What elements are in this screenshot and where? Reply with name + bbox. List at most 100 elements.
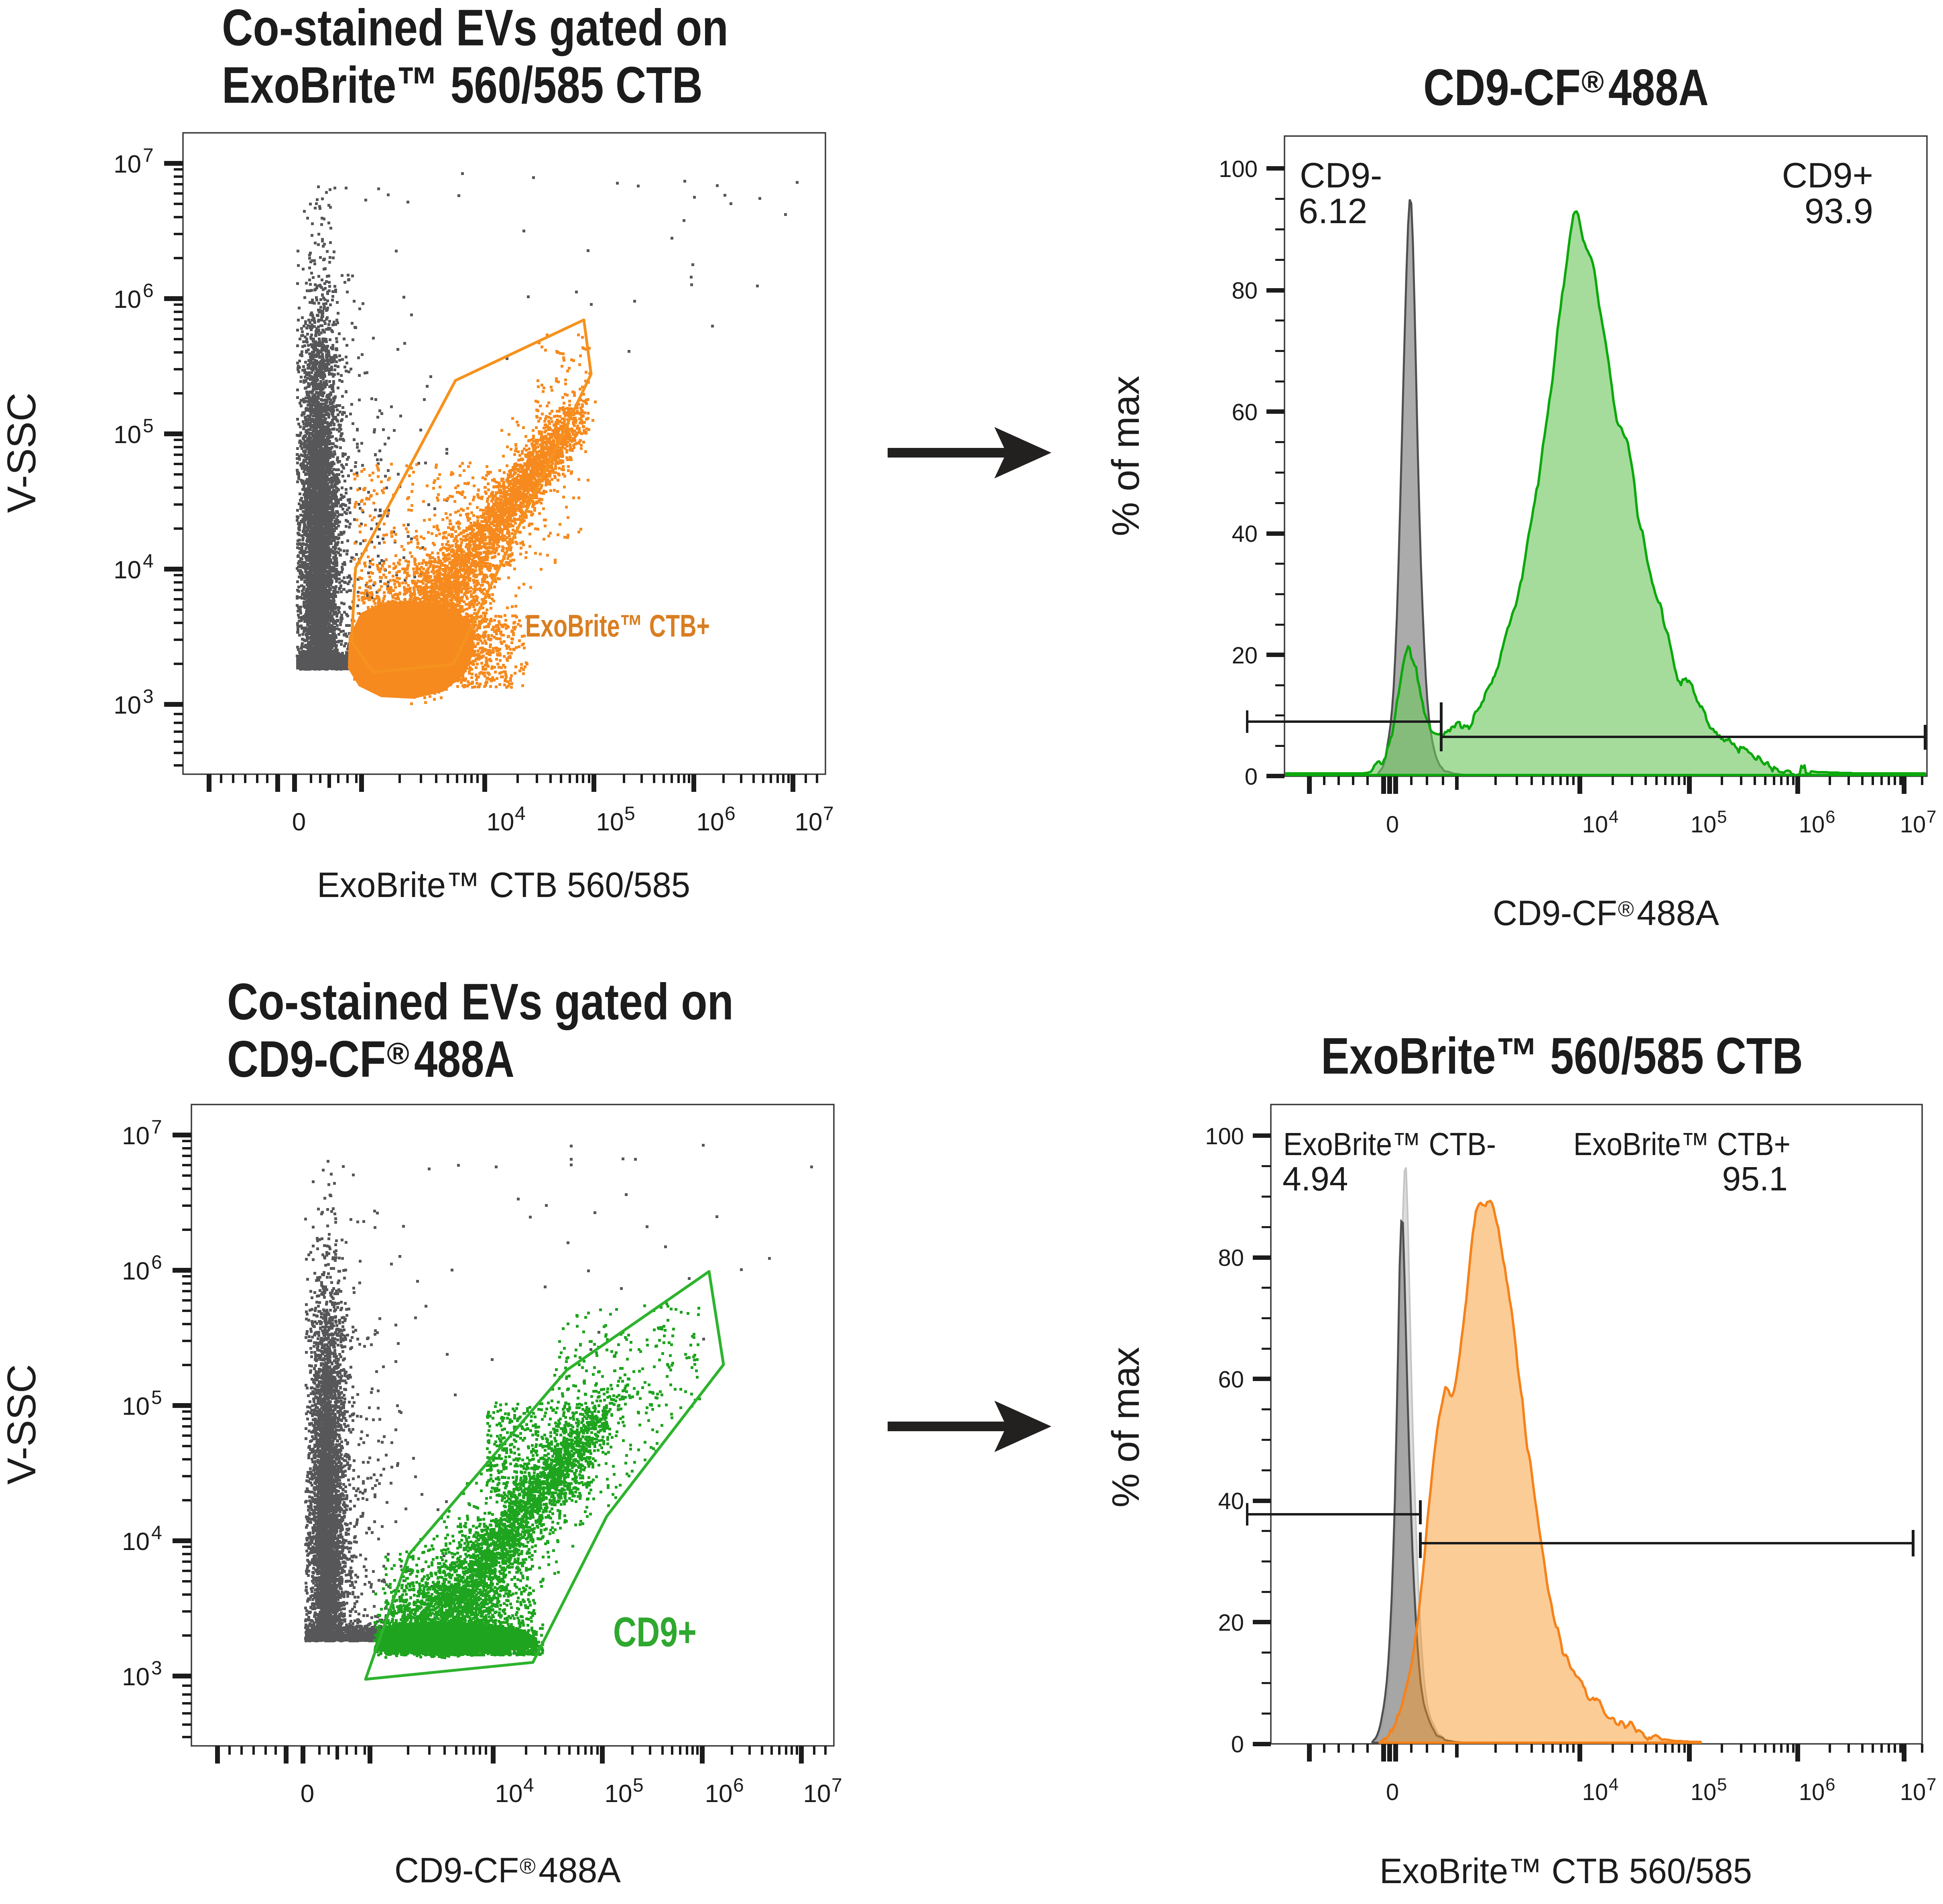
svg-text:CD9-CF: CD9-CF bbox=[1423, 59, 1581, 116]
svg-text:80: 80 bbox=[1232, 278, 1258, 304]
svg-text:20: 20 bbox=[1232, 643, 1258, 669]
svg-text:0: 0 bbox=[301, 1780, 314, 1808]
svg-text:CD9-CF: CD9-CF bbox=[1493, 893, 1617, 933]
svg-text:ExoBrite™ CTB+: ExoBrite™ CTB+ bbox=[525, 608, 710, 643]
svg-text:488A: 488A bbox=[414, 1031, 514, 1088]
svg-text:10: 10 bbox=[114, 692, 141, 719]
svg-text:% of max: % of max bbox=[1104, 376, 1147, 536]
svg-text:60: 60 bbox=[1232, 399, 1258, 425]
svg-text:ExoBrite™ CTB-: ExoBrite™ CTB- bbox=[1283, 1126, 1496, 1162]
svg-text:6: 6 bbox=[1825, 807, 1835, 827]
svg-text:5: 5 bbox=[143, 415, 154, 437]
svg-text:10: 10 bbox=[1691, 1779, 1717, 1805]
svg-text:10: 10 bbox=[697, 808, 724, 836]
svg-text:20: 20 bbox=[1218, 1610, 1244, 1636]
svg-text:10: 10 bbox=[114, 421, 141, 449]
svg-text:10: 10 bbox=[605, 1780, 632, 1808]
svg-text:®: ® bbox=[1618, 897, 1634, 921]
svg-text:3: 3 bbox=[143, 686, 154, 707]
svg-text:10: 10 bbox=[795, 808, 823, 836]
svg-text:40: 40 bbox=[1232, 521, 1258, 547]
svg-text:7: 7 bbox=[831, 1775, 842, 1796]
svg-text:0: 0 bbox=[1386, 1779, 1399, 1805]
svg-text:10: 10 bbox=[122, 1663, 150, 1691]
svg-text:4: 4 bbox=[143, 551, 154, 572]
svg-text:4: 4 bbox=[1609, 807, 1618, 827]
svg-text:7: 7 bbox=[151, 1117, 162, 1138]
svg-text:ExoBrite™ 560/585 CTB: ExoBrite™ 560/585 CTB bbox=[222, 57, 703, 114]
svg-text:ExoBrite™ 560/585 CTB: ExoBrite™ 560/585 CTB bbox=[1321, 1027, 1803, 1085]
svg-text:10: 10 bbox=[1900, 1779, 1926, 1805]
svg-text:0: 0 bbox=[1386, 812, 1399, 838]
svg-text:10: 10 bbox=[705, 1780, 733, 1808]
svg-text:6: 6 bbox=[725, 803, 736, 824]
svg-text:4.94: 4.94 bbox=[1282, 1160, 1348, 1198]
svg-text:60: 60 bbox=[1218, 1367, 1244, 1393]
svg-text:0: 0 bbox=[1231, 1731, 1244, 1758]
svg-text:% of max: % of max bbox=[1104, 1347, 1147, 1507]
svg-text:CD9+: CD9+ bbox=[613, 1609, 697, 1656]
svg-text:488A: 488A bbox=[1608, 59, 1709, 116]
svg-text:10: 10 bbox=[1900, 812, 1926, 838]
svg-text:ExoBrite™ CTB 560/585: ExoBrite™ CTB 560/585 bbox=[1380, 1851, 1752, 1891]
svg-text:ExoBrite™ CTB 560/585: ExoBrite™ CTB 560/585 bbox=[317, 865, 690, 905]
svg-text:95.1: 95.1 bbox=[1722, 1160, 1788, 1198]
svg-text:4: 4 bbox=[1609, 1775, 1618, 1794]
svg-text:10: 10 bbox=[122, 1122, 150, 1150]
svg-text:6: 6 bbox=[733, 1775, 744, 1796]
svg-text:V-SSC: V-SSC bbox=[0, 393, 44, 513]
svg-text:6: 6 bbox=[1825, 1775, 1835, 1794]
svg-text:5: 5 bbox=[1717, 1775, 1727, 1794]
svg-text:10: 10 bbox=[803, 1780, 831, 1808]
svg-text:®: ® bbox=[387, 1037, 409, 1071]
svg-text:Co-stained EVs gated on: Co-stained EVs gated on bbox=[227, 973, 734, 1031]
svg-text:93.9: 93.9 bbox=[1805, 191, 1873, 231]
svg-text:6: 6 bbox=[143, 280, 154, 301]
svg-text:488A: 488A bbox=[539, 1850, 621, 1890]
svg-text:CD9-: CD9- bbox=[1300, 155, 1382, 195]
svg-text:Co-stained EVs gated on: Co-stained EVs gated on bbox=[222, 0, 728, 57]
svg-text:4: 4 bbox=[523, 1775, 534, 1796]
svg-text:CD9-CF: CD9-CF bbox=[227, 1031, 386, 1088]
svg-text:5: 5 bbox=[151, 1387, 162, 1408]
svg-text:100: 100 bbox=[1205, 1123, 1244, 1149]
svg-text:7: 7 bbox=[823, 803, 834, 824]
svg-text:10: 10 bbox=[114, 286, 141, 313]
svg-text:10: 10 bbox=[122, 1528, 150, 1556]
svg-text:10: 10 bbox=[1799, 812, 1825, 838]
svg-text:80: 80 bbox=[1218, 1245, 1244, 1271]
svg-text:10: 10 bbox=[495, 1780, 523, 1808]
svg-text:10: 10 bbox=[1691, 812, 1717, 838]
svg-text:10: 10 bbox=[596, 808, 624, 836]
svg-text:V-SSC: V-SSC bbox=[0, 1364, 44, 1485]
svg-text:5: 5 bbox=[624, 803, 635, 824]
svg-text:10: 10 bbox=[122, 1257, 150, 1285]
svg-text:10: 10 bbox=[122, 1393, 150, 1420]
svg-text:4: 4 bbox=[151, 1522, 162, 1544]
svg-text:0: 0 bbox=[1245, 764, 1258, 790]
svg-text:CD9-CF: CD9-CF bbox=[394, 1850, 519, 1890]
svg-text:7: 7 bbox=[143, 145, 154, 166]
svg-text:100: 100 bbox=[1219, 156, 1258, 182]
svg-text:3: 3 bbox=[151, 1658, 162, 1679]
svg-text:CD9+: CD9+ bbox=[1782, 155, 1873, 195]
svg-text:10: 10 bbox=[114, 151, 141, 178]
svg-text:7: 7 bbox=[1927, 807, 1936, 827]
svg-text:ExoBrite™ CTB+: ExoBrite™ CTB+ bbox=[1573, 1126, 1791, 1162]
svg-text:488A: 488A bbox=[1637, 893, 1719, 933]
svg-text:6: 6 bbox=[151, 1252, 162, 1273]
svg-text:10: 10 bbox=[114, 556, 141, 584]
svg-text:10: 10 bbox=[1582, 812, 1608, 838]
svg-text:5: 5 bbox=[1717, 807, 1727, 827]
svg-text:6.12: 6.12 bbox=[1299, 191, 1367, 231]
svg-text:®: ® bbox=[1581, 65, 1604, 99]
svg-text:10: 10 bbox=[1799, 1779, 1825, 1805]
svg-text:40: 40 bbox=[1218, 1488, 1244, 1514]
svg-text:4: 4 bbox=[515, 803, 526, 824]
svg-text:®: ® bbox=[520, 1854, 536, 1878]
svg-text:0: 0 bbox=[292, 808, 306, 836]
svg-text:10: 10 bbox=[487, 808, 514, 836]
svg-text:7: 7 bbox=[1927, 1775, 1936, 1794]
svg-text:10: 10 bbox=[1582, 1779, 1608, 1805]
svg-text:5: 5 bbox=[633, 1775, 644, 1796]
